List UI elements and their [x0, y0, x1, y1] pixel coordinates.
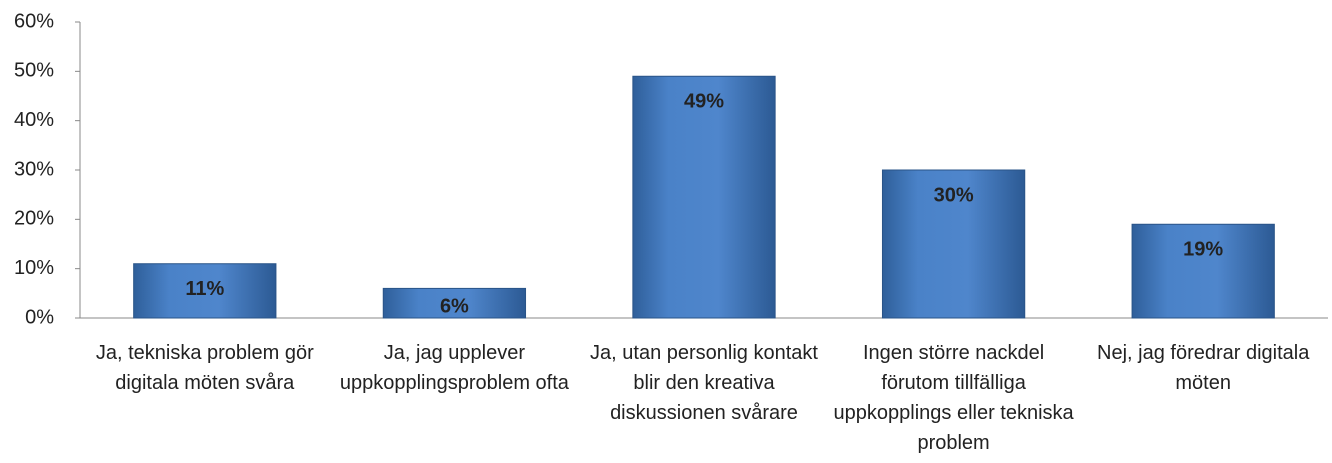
- x-tick-label: Ja, tekniska problem gör digitala möten …: [95, 342, 314, 394]
- y-tick-label: 60%: [14, 10, 54, 32]
- data-label: 6%: [440, 295, 469, 317]
- bar: [382, 287, 527, 319]
- y-tick-label: 20%: [14, 208, 54, 230]
- y-tick-label: 40%: [14, 109, 54, 131]
- y-tick-label: 50%: [14, 60, 54, 82]
- bar: [1131, 223, 1275, 319]
- y-tick-label: 10%: [14, 257, 54, 279]
- data-label: 11%: [185, 278, 224, 300]
- data-label: 19%: [1183, 239, 1223, 261]
- y-tick-label: 0%: [25, 306, 54, 328]
- bar: [632, 75, 776, 319]
- bar: [133, 263, 277, 319]
- x-tick-label: Nej, jag föredrar digitala möten: [1097, 342, 1310, 394]
- data-label: 49%: [684, 91, 724, 113]
- x-tick-label: Ingen större nackdel förutom tillfälliga…: [833, 342, 1074, 454]
- bar: [881, 169, 1026, 319]
- y-tick-label: 30%: [14, 158, 54, 180]
- x-tick-label: Ja, utan personlig kontakt blir den krea…: [590, 342, 818, 424]
- data-label: 30%: [934, 184, 974, 206]
- x-tick-label: Ja, jag upplever uppkopplingsproblem oft…: [339, 342, 569, 394]
